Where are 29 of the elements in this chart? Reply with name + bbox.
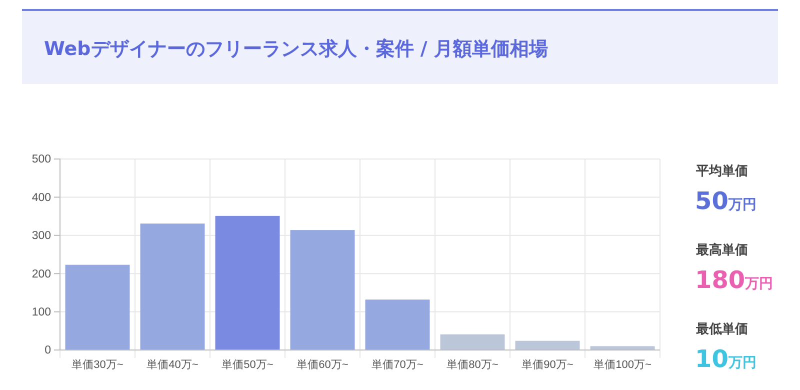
x-tick-label: 単価90万~ bbox=[522, 358, 574, 371]
y-tick-label: 500 bbox=[32, 154, 51, 166]
bar bbox=[440, 334, 505, 350]
x-tick-label: 単価60万~ bbox=[296, 358, 348, 371]
bar bbox=[215, 216, 280, 350]
x-tick-label: 単価80万~ bbox=[446, 358, 498, 371]
text: 10万円 bbox=[695, 345, 756, 373]
bar bbox=[140, 224, 205, 350]
y-tick-label: 200 bbox=[32, 268, 51, 280]
text: 最低単価 bbox=[695, 322, 748, 337]
x-tick-label: 単価50万~ bbox=[222, 358, 274, 371]
y-tick-label: 100 bbox=[32, 306, 51, 318]
x-tick-label: 単価70万~ bbox=[372, 358, 424, 371]
y-tick-label: 300 bbox=[32, 230, 51, 242]
text: 180万円 bbox=[695, 266, 774, 294]
text: 最高単価 bbox=[695, 242, 748, 258]
bar bbox=[290, 230, 355, 350]
bar bbox=[65, 264, 130, 350]
x-tick-label: 単価40万~ bbox=[146, 358, 198, 371]
y-tick-label: 0 bbox=[44, 344, 51, 357]
chart-title: Webデザイナーのフリーランス求人・案件 / 月額単価相場 bbox=[44, 38, 548, 60]
bar bbox=[365, 300, 430, 350]
y-tick-label: 400 bbox=[32, 192, 51, 204]
bar bbox=[515, 340, 580, 350]
x-tick-label: 単価30万~ bbox=[72, 358, 124, 371]
bar bbox=[590, 346, 655, 350]
text: 50万円 bbox=[695, 187, 756, 215]
text: 平均単価 bbox=[695, 164, 748, 179]
x-tick-label: 単価100万~ bbox=[594, 358, 652, 371]
